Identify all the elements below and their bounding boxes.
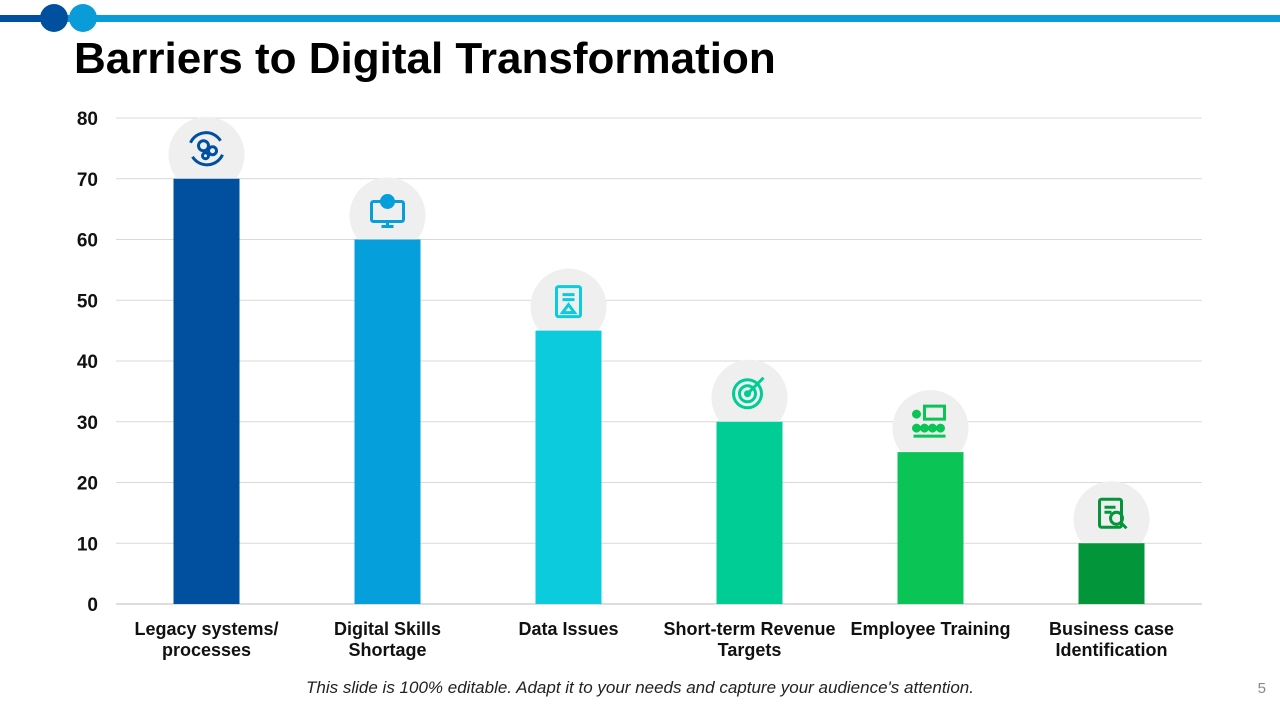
presentation-audience-icon [912, 404, 946, 438]
page-title: Barriers to Digital Transformation [74, 34, 776, 83]
gear [380, 194, 395, 209]
bar [1078, 543, 1145, 604]
header-line-dark [0, 15, 60, 22]
clipboard [555, 285, 582, 319]
warning [559, 293, 578, 315]
ring [732, 378, 763, 410]
monitor-gear-icon [370, 194, 405, 228]
presenter [912, 409, 921, 419]
audience [920, 423, 929, 433]
x-tick-label: Identification [1056, 640, 1168, 660]
bar-group: Employee Training [850, 390, 1011, 639]
bar [535, 330, 602, 604]
y-tick-label: 80 [77, 109, 98, 130]
icon-circle [711, 359, 788, 436]
board [923, 404, 946, 421]
bar-group: Legacy systems/processes [134, 116, 279, 660]
target-arrow-icon [732, 376, 765, 410]
audience [928, 423, 937, 433]
arrow [189, 131, 224, 167]
header-dot-dark [40, 4, 68, 32]
x-tick-label: Targets [718, 640, 782, 660]
bar [354, 239, 421, 604]
icon-circle [168, 116, 245, 193]
stand [381, 221, 394, 228]
gear [197, 139, 210, 153]
x-tick-label: Legacy systems/ [134, 619, 278, 639]
bar [716, 421, 783, 604]
y-tick-label: 10 [77, 534, 98, 555]
y-tick-label: 0 [87, 595, 98, 616]
header-dot-light [69, 4, 97, 32]
lines [1104, 505, 1128, 530]
clipboard-warning-icon [555, 285, 582, 319]
audience [912, 423, 921, 433]
x-tick-label: Business case [1049, 619, 1174, 639]
x-tick-label: Short-term Revenue [663, 619, 835, 639]
icon-circle [349, 177, 426, 254]
x-tick-label: Data Issues [518, 619, 618, 639]
magnifier [1109, 510, 1124, 526]
ring [738, 384, 757, 404]
x-tick-label: Shortage [348, 640, 426, 660]
header-line-light [60, 15, 1280, 22]
y-tick-label: 50 [77, 291, 98, 312]
gear [207, 145, 218, 157]
gear [201, 151, 210, 161]
page-number: 5 [1257, 680, 1266, 697]
arrow [746, 376, 765, 395]
bar [897, 452, 964, 604]
y-tick-label: 30 [77, 413, 98, 434]
bar-group: Data Issues [518, 268, 619, 639]
y-tick-label: 40 [77, 352, 98, 373]
x-tick-label: Employee Training [850, 619, 1010, 639]
footer-note: This slide is 100% editable. Adapt it to… [306, 678, 974, 697]
x-tick-label: Digital Skills [334, 619, 441, 639]
bar [173, 178, 240, 604]
y-tick-label: 20 [77, 474, 98, 495]
x-tick-label: processes [162, 640, 251, 660]
document-search-icon [1098, 497, 1128, 530]
y-tick-label: 70 [77, 170, 98, 191]
y-tick-label: 60 [77, 231, 98, 252]
gears-refresh-icon [189, 131, 224, 167]
audience [936, 423, 945, 433]
